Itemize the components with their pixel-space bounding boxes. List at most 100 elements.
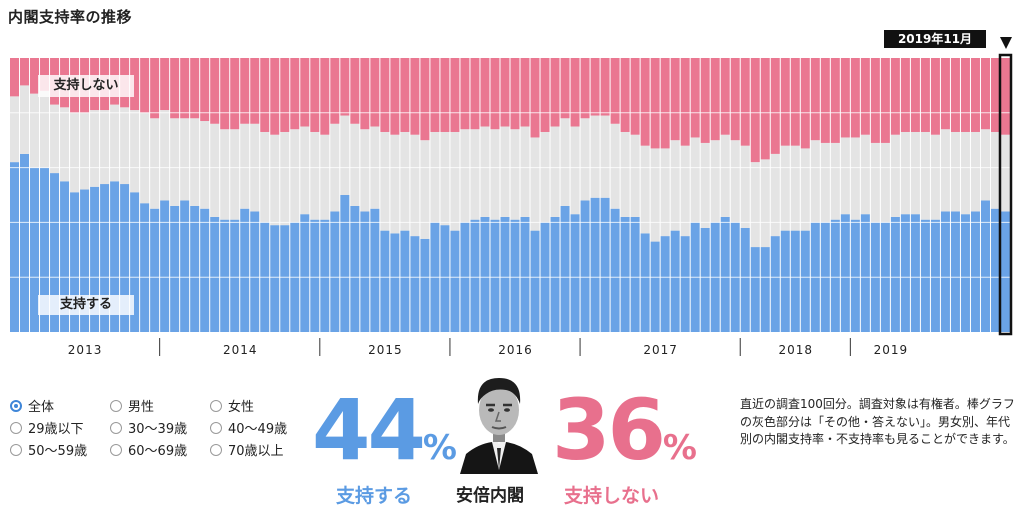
bar-neutral-62[interactable] (630, 134, 640, 217)
bar-support-2[interactable] (30, 167, 40, 332)
bar-against-80[interactable] (810, 58, 820, 141)
bar-against-32[interactable] (330, 58, 340, 124)
bar-neutral-12[interactable] (130, 110, 140, 193)
bar-support-75[interactable] (760, 247, 770, 332)
bar-against-26[interactable] (270, 58, 280, 135)
bar-neutral-76[interactable] (770, 153, 780, 237)
bar-neutral-72[interactable] (730, 140, 740, 223)
bar-support-52[interactable] (530, 230, 540, 332)
bar-support-23[interactable] (240, 208, 250, 332)
bar-support-20[interactable] (210, 216, 220, 332)
bar-support-7[interactable] (80, 189, 90, 332)
bar-neutral-6[interactable] (70, 112, 80, 193)
bar-against-77[interactable] (780, 58, 790, 146)
bar-neutral-30[interactable] (310, 131, 320, 220)
bar-neutral-59[interactable] (600, 115, 610, 198)
filter-male[interactable]: 男性 (110, 396, 210, 415)
bar-support-29[interactable] (300, 214, 310, 332)
bar-against-90[interactable] (910, 58, 920, 132)
bar-against-45[interactable] (460, 58, 470, 130)
bar-support-12[interactable] (130, 192, 140, 332)
bar-neutral-4[interactable] (50, 104, 60, 174)
bar-against-69[interactable] (700, 58, 710, 143)
bar-support-34[interactable] (350, 205, 360, 332)
bar-against-18[interactable] (190, 58, 200, 119)
filter-age-50-59[interactable]: 50～59歳 (10, 440, 110, 459)
bar-against-1[interactable] (20, 58, 30, 86)
bar-against-59[interactable] (600, 58, 610, 116)
bar-neutral-23[interactable] (240, 123, 250, 209)
bar-neutral-70[interactable] (710, 140, 720, 223)
bar-support-11[interactable] (120, 184, 130, 332)
bar-against-91[interactable] (920, 58, 930, 132)
bar-neutral-3[interactable] (40, 90, 50, 168)
bar-support-38[interactable] (390, 233, 400, 332)
bar-against-38[interactable] (390, 58, 400, 135)
radio-icon[interactable] (210, 399, 222, 412)
bar-neutral-41[interactable] (420, 140, 430, 239)
bar-neutral-99[interactable] (1000, 134, 1010, 212)
bar-against-67[interactable] (680, 58, 690, 146)
bar-neutral-11[interactable] (120, 107, 130, 185)
filter-age-60-69[interactable]: 60～69歳 (110, 440, 210, 459)
bar-against-41[interactable] (420, 58, 430, 141)
bar-neutral-44[interactable] (450, 131, 460, 231)
bar-against-82[interactable] (830, 58, 840, 143)
bar-support-31[interactable] (320, 219, 330, 332)
bar-support-22[interactable] (230, 219, 240, 332)
bar-neutral-26[interactable] (270, 134, 280, 226)
bar-neutral-96[interactable] (970, 131, 980, 212)
bar-neutral-88[interactable] (890, 134, 900, 217)
bar-against-48[interactable] (490, 58, 500, 130)
bar-support-59[interactable] (600, 197, 610, 332)
bar-support-95[interactable] (960, 214, 970, 332)
bar-against-95[interactable] (960, 58, 970, 132)
bar-neutral-92[interactable] (930, 134, 940, 220)
bar-neutral-33[interactable] (340, 115, 350, 195)
bar-against-16[interactable] (170, 58, 180, 119)
bar-against-60[interactable] (610, 58, 620, 124)
filter-all[interactable]: 全体 (10, 396, 110, 415)
bar-support-3[interactable] (40, 167, 50, 332)
bar-support-98[interactable] (990, 208, 1000, 332)
bar-neutral-45[interactable] (460, 129, 470, 223)
bar-support-77[interactable] (780, 230, 790, 332)
bar-neutral-98[interactable] (990, 131, 1000, 209)
filter-female[interactable]: 女性 (210, 396, 320, 415)
bar-support-8[interactable] (90, 186, 100, 332)
bar-support-49[interactable] (500, 216, 510, 332)
bar-support-96[interactable] (970, 211, 980, 332)
bar-against-2[interactable] (30, 58, 40, 94)
bar-support-19[interactable] (200, 208, 210, 332)
bar-support-88[interactable] (890, 216, 900, 332)
radio-icon[interactable] (110, 399, 122, 412)
bar-neutral-13[interactable] (140, 112, 150, 204)
bar-neutral-71[interactable] (720, 134, 730, 217)
bar-against-34[interactable] (350, 58, 360, 124)
bar-against-99[interactable] (1000, 58, 1010, 135)
bar-against-89[interactable] (900, 58, 910, 132)
bar-neutral-7[interactable] (80, 112, 90, 190)
bar-support-64[interactable] (650, 241, 660, 332)
bar-against-75[interactable] (760, 58, 770, 160)
bar-neutral-56[interactable] (570, 126, 580, 215)
bar-against-84[interactable] (850, 58, 860, 138)
bar-support-79[interactable] (800, 230, 810, 332)
radio-icon[interactable] (210, 443, 222, 456)
bar-support-35[interactable] (360, 211, 370, 332)
radio-icon[interactable] (110, 443, 122, 456)
bar-neutral-20[interactable] (210, 123, 220, 217)
bar-neutral-73[interactable] (740, 145, 750, 228)
bar-neutral-29[interactable] (300, 126, 310, 215)
bar-support-44[interactable] (450, 230, 460, 332)
bar-neutral-28[interactable] (290, 129, 300, 223)
filter-age-under-29[interactable]: 29歳以下 (10, 418, 110, 437)
bar-neutral-54[interactable] (550, 126, 560, 217)
bar-neutral-82[interactable] (830, 142, 840, 220)
bar-against-64[interactable] (650, 58, 660, 149)
bar-neutral-94[interactable] (950, 131, 960, 212)
bar-neutral-55[interactable] (560, 118, 570, 206)
bar-against-94[interactable] (950, 58, 960, 132)
bar-against-74[interactable] (750, 58, 760, 163)
bar-against-92[interactable] (930, 58, 940, 135)
